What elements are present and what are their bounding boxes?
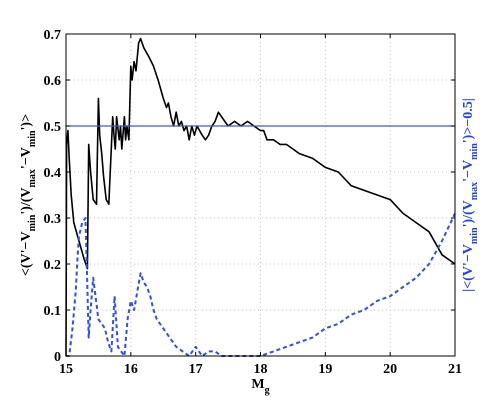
y-tick-label: 0.1	[44, 304, 62, 319]
y-tick-label: 0.3	[44, 212, 62, 227]
x-tick-label: 18	[254, 362, 268, 377]
y-tick-label: 0	[54, 350, 61, 365]
x-axis-label: Mg	[251, 377, 269, 396]
x-tick-label: 21	[448, 362, 462, 377]
y-tick-label: 0.5	[44, 120, 62, 135]
y-tick-label: 0.7	[44, 28, 62, 43]
x-tick-label: 20	[383, 362, 397, 377]
tick-layer: 15 16 17 18 19 20 21 0 0.1 0.2 0.3 0.4 0.5 0.6 0.7	[44, 28, 463, 377]
y-tick-label: 0.2	[44, 258, 62, 273]
series-layer	[65, 37, 456, 357]
series-line-dashed	[66, 212, 456, 357]
series-line-solid	[65, 37, 456, 357]
y-axis-label-left: <(V'−Vmin')/(Vmax'−Vmin')>	[19, 114, 38, 276]
x-tick-label: 15	[59, 362, 73, 377]
x-tick-label: 17	[189, 362, 203, 377]
y-tick-label: 0.6	[44, 74, 62, 89]
x-tick-label: 16	[124, 362, 138, 377]
y-axis-label-right: |<(V'−Vmin')/(Vmax'−Vmin')>−0.5|	[461, 98, 480, 292]
x-tick-label: 19	[318, 362, 332, 377]
y-tick-label: 0.4	[44, 166, 62, 181]
